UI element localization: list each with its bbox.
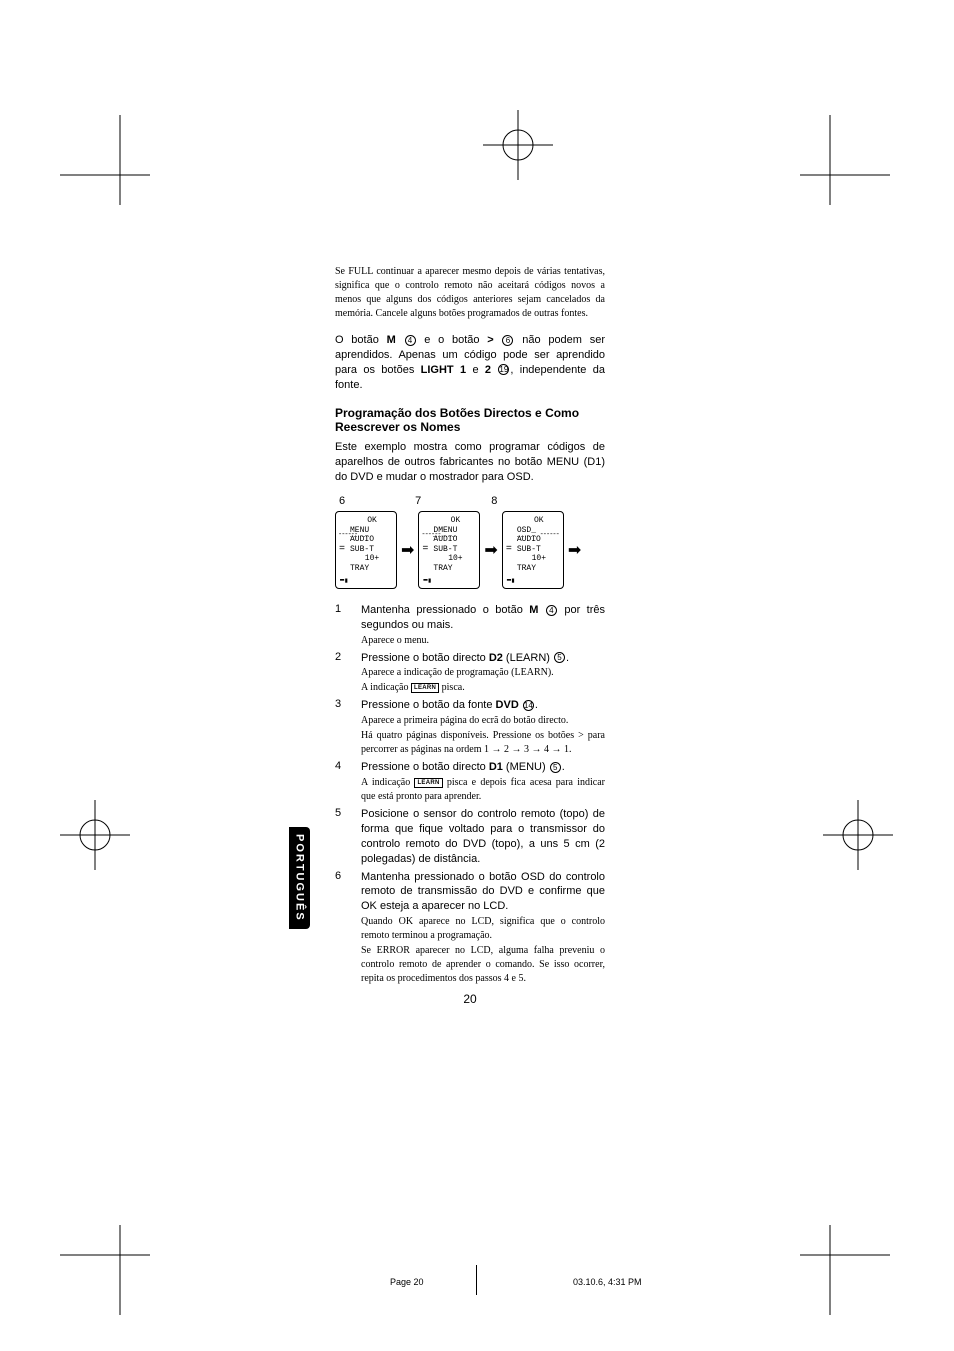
- cropmark-bottom-right: [770, 1195, 890, 1315]
- steps-list: Mantenha pressionado o botão M 4 por trê…: [335, 603, 605, 986]
- section-heading: Programação dos Botões Directos e Como R…: [335, 406, 605, 434]
- page-number: 20: [335, 992, 605, 1006]
- note-full: Se FULL continuar a aparecer mesmo depoi…: [335, 265, 605, 321]
- page-content: Se FULL continuar a aparecer mesmo depoi…: [335, 265, 605, 1006]
- lcd-8: ------ = ▬▖ OK OSD_ AUDIO SUB-T 10+ TRAY: [502, 511, 564, 589]
- cropmark-top-left: [60, 115, 180, 235]
- step-6: Mantenha pressionado o botão OSD do cont…: [335, 870, 605, 987]
- cropmark-top-right: [770, 115, 890, 235]
- step-4: Pressione o botão directo D1 (MENU) 5. A…: [335, 760, 605, 804]
- step-2: Pressione o botão directo D2 (LEARN) 5. …: [335, 651, 605, 696]
- para-buttons-note: O botão M 4 e o botão > 6 não podem ser …: [335, 333, 605, 392]
- arrow-icon: ➡: [484, 540, 497, 560]
- step-3: Pressione o botão da fonte DVD 14. Apare…: [335, 698, 605, 757]
- lcd-6: ------ = ▬▖ OK MENU AUDIO SUB-T 10+ TRAY: [335, 511, 397, 589]
- cropmark-mid-right: [823, 800, 893, 870]
- footer-divider: [476, 1265, 477, 1295]
- cropmark-top-center: [483, 110, 553, 180]
- arrow-icon: ➡: [401, 540, 414, 560]
- step-5: Posicione o sensor do controlo remoto (t…: [335, 807, 605, 866]
- arrow-icon: ➡: [568, 540, 581, 560]
- lcd-7: ------ = ▬▖ OK DMENU AUDIO SUB-T 10+ TRA…: [418, 511, 480, 589]
- cropmark-bottom-left: [60, 1195, 180, 1315]
- learn-indicator: LEARN: [411, 683, 439, 693]
- learn-indicator: LEARN: [414, 778, 442, 788]
- step-1: Mantenha pressionado o botão M 4 por trê…: [335, 603, 605, 648]
- lcd-numbers: 6 7 8: [339, 495, 605, 507]
- footer-page: Page 20: [390, 1277, 424, 1287]
- lcd-screens: ------ = ▬▖ OK MENU AUDIO SUB-T 10+ TRAY…: [335, 511, 605, 589]
- cropmark-mid-left: [60, 800, 130, 870]
- footer-timestamp: 03.10.6, 4:31 PM: [573, 1277, 642, 1287]
- language-tab: PORTUGUÊS: [289, 827, 310, 929]
- para-example: Este exemplo mostra como programar códig…: [335, 440, 605, 485]
